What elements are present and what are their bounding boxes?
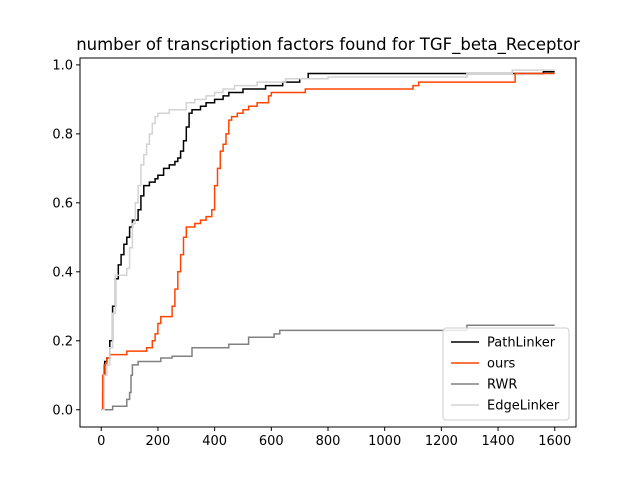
chart-title: number of transcription factors found fo…	[76, 35, 580, 55]
x-tick-label: 1400	[482, 434, 515, 449]
legend: PathLinker ours RWR EdgeLinker	[442, 327, 570, 421]
x-tick-label: 1600	[538, 434, 571, 449]
x-tick-label: 200	[146, 434, 171, 449]
x-tick-label: 1000	[368, 434, 401, 449]
y-tick-label: 0.2	[52, 334, 73, 349]
series-line-rwr	[101, 324, 555, 411]
series-line-edgelinker	[101, 69, 555, 411]
legend-label-ours: ours	[487, 357, 516, 372]
legend-box	[442, 327, 570, 421]
legend-label-rwr: RWR	[487, 378, 517, 393]
legend-label-pathlinker: PathLinker	[487, 336, 556, 351]
x-tick-label: 600	[259, 434, 284, 449]
y-axis: 0.0 0.2 0.4 0.6 0.8 1.0	[52, 58, 80, 418]
x-tick-label: 400	[202, 434, 227, 449]
y-tick-label: 0.6	[52, 196, 73, 211]
y-tick-label: 0.4	[52, 265, 73, 280]
y-tick-label: 0.0	[52, 403, 73, 418]
x-tick-label: 1200	[425, 434, 458, 449]
x-tick-label: 800	[316, 434, 341, 449]
x-tick-label: 0	[97, 434, 105, 449]
y-tick-label: 0.8	[52, 127, 73, 142]
y-tick-label: 1.0	[52, 58, 73, 73]
x-axis: 0 200 400 600 800 1000 1200 1400 1600	[97, 427, 571, 449]
plot-lines	[101, 69, 555, 411]
series-line-ours	[101, 72, 555, 411]
legend-label-edgelinker: EdgeLinker	[487, 399, 560, 414]
